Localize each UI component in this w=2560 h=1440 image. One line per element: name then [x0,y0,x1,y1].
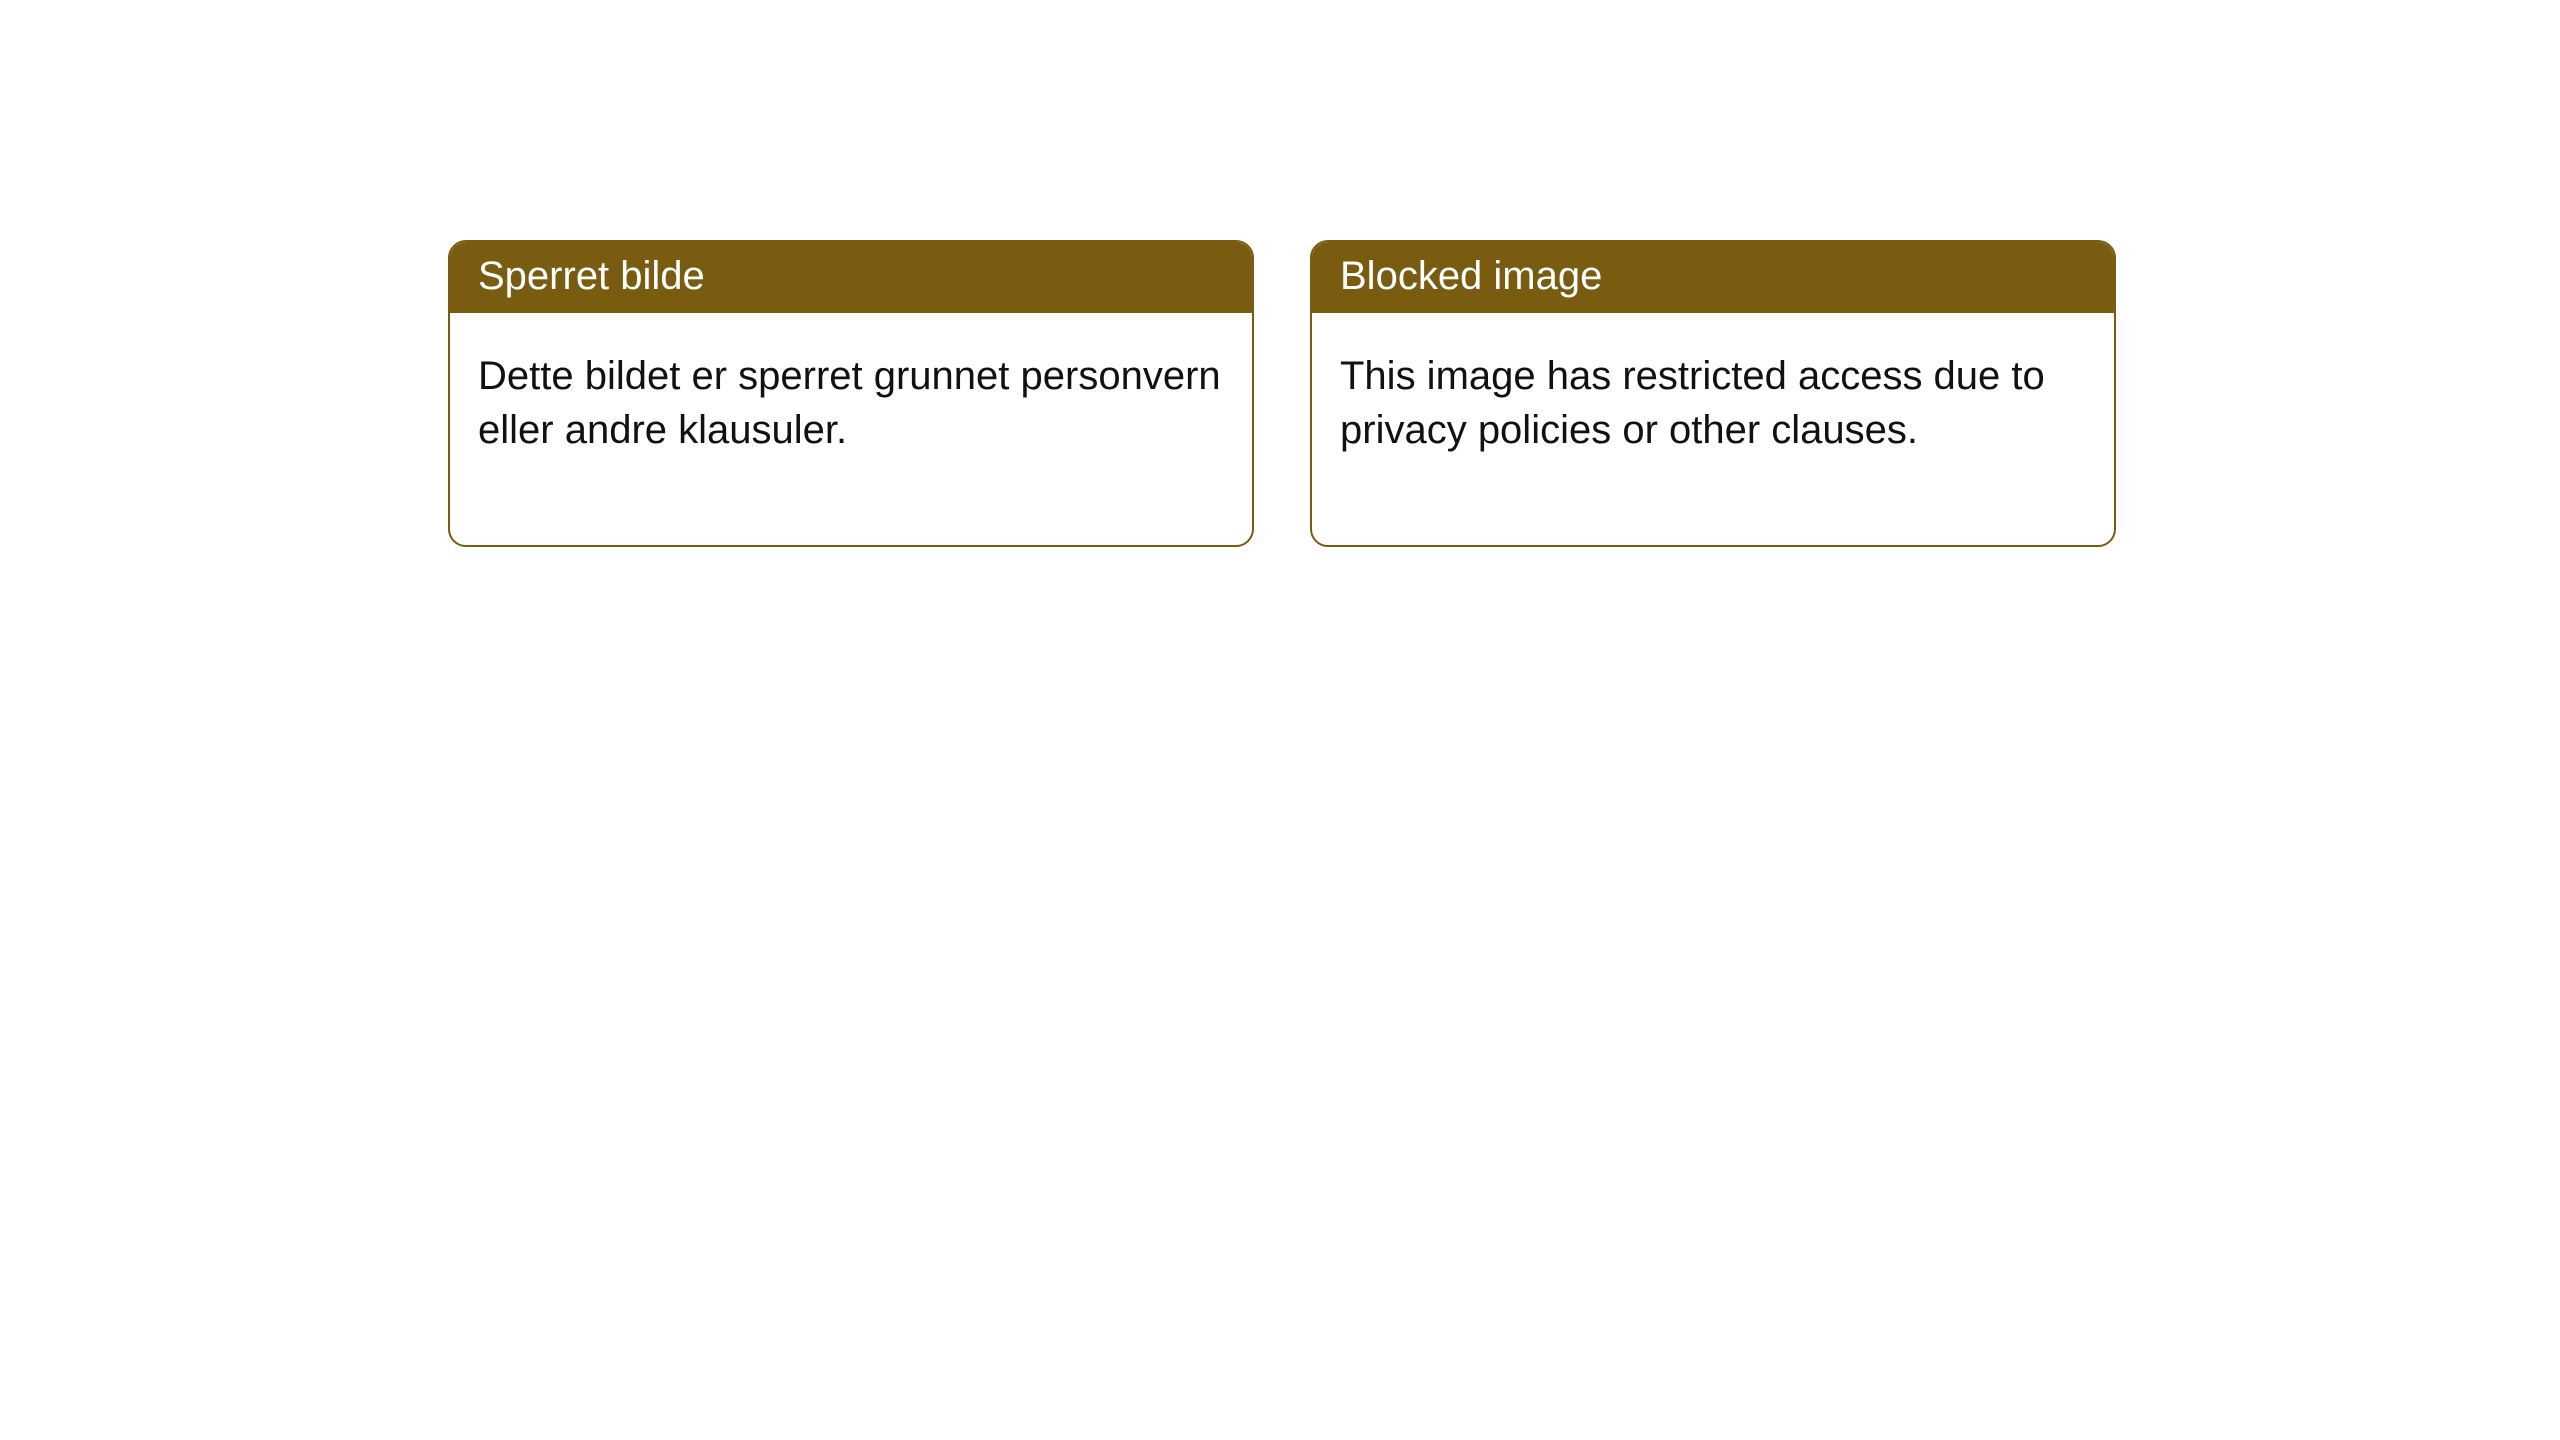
notice-card-english: Blocked image This image has restricted … [1310,240,2116,547]
notice-container: Sperret bilde Dette bildet er sperret gr… [448,240,2116,547]
notice-card-norwegian: Sperret bilde Dette bildet er sperret gr… [448,240,1254,547]
notice-body-norwegian: Dette bildet er sperret grunnet personve… [450,313,1252,545]
notice-title-norwegian: Sperret bilde [450,242,1252,313]
notice-body-english: This image has restricted access due to … [1312,313,2114,545]
notice-title-english: Blocked image [1312,242,2114,313]
